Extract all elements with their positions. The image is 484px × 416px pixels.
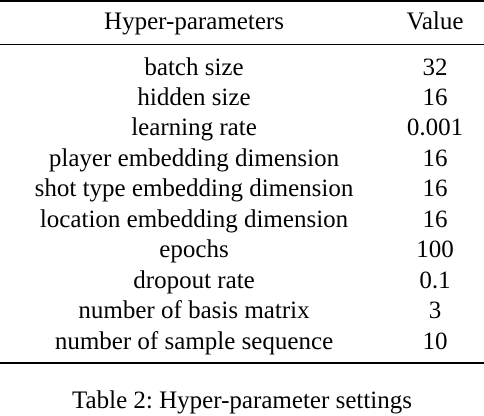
table-row: batch size 32 (0, 53, 484, 83)
param-cell: learning rate (131, 114, 257, 141)
param-cell: number of basis matrix (78, 297, 310, 324)
value-cell: 0.001 (406, 114, 464, 141)
param-cell: number of sample sequence (54, 328, 334, 355)
value-cell: 16 (422, 145, 448, 172)
table-row: shot type embedding dimension 16 (0, 174, 484, 204)
param-cell: location embedding dimension (39, 206, 349, 233)
param-cell: shot type embedding dimension (34, 175, 354, 202)
param-cell: hidden size (137, 84, 251, 111)
value-cell: 16 (422, 175, 448, 202)
param-cell: batch size (144, 54, 244, 81)
table-caption: Table 2: Hyper-parameter settings (72, 387, 412, 414)
table-top-rule (0, 0, 484, 2)
value-cell: 10 (422, 328, 448, 355)
value-cell: 16 (422, 206, 448, 233)
table-row: dropout rate 0.1 (0, 266, 484, 296)
table-row: number of basis matrix 3 (0, 296, 484, 326)
table-row: number of sample sequence 10 (0, 327, 484, 357)
table-row: player embedding dimension 16 (0, 144, 484, 174)
value-cell: 16 (422, 84, 448, 111)
param-cell: dropout rate (133, 267, 255, 294)
header-hyper-parameters: Hyper-parameters (104, 8, 284, 35)
value-cell: 3 (428, 297, 442, 324)
value-cell: 0.1 (419, 267, 451, 294)
value-cell: 32 (422, 54, 448, 81)
param-cell: player embedding dimension (48, 145, 340, 172)
table-header-rule (0, 44, 484, 45)
table-row: hidden size 16 (0, 83, 484, 113)
table-header-row: Hyper-parameters Value (0, 7, 484, 37)
value-cell: 100 (416, 236, 454, 263)
header-value: Value (406, 8, 464, 35)
table-bottom-rule (0, 362, 484, 364)
param-cell: epochs (159, 236, 229, 263)
table-row: epochs 100 (0, 235, 484, 265)
table-row: location embedding dimension 16 (0, 205, 484, 235)
table-row: learning rate 0.001 (0, 113, 484, 143)
